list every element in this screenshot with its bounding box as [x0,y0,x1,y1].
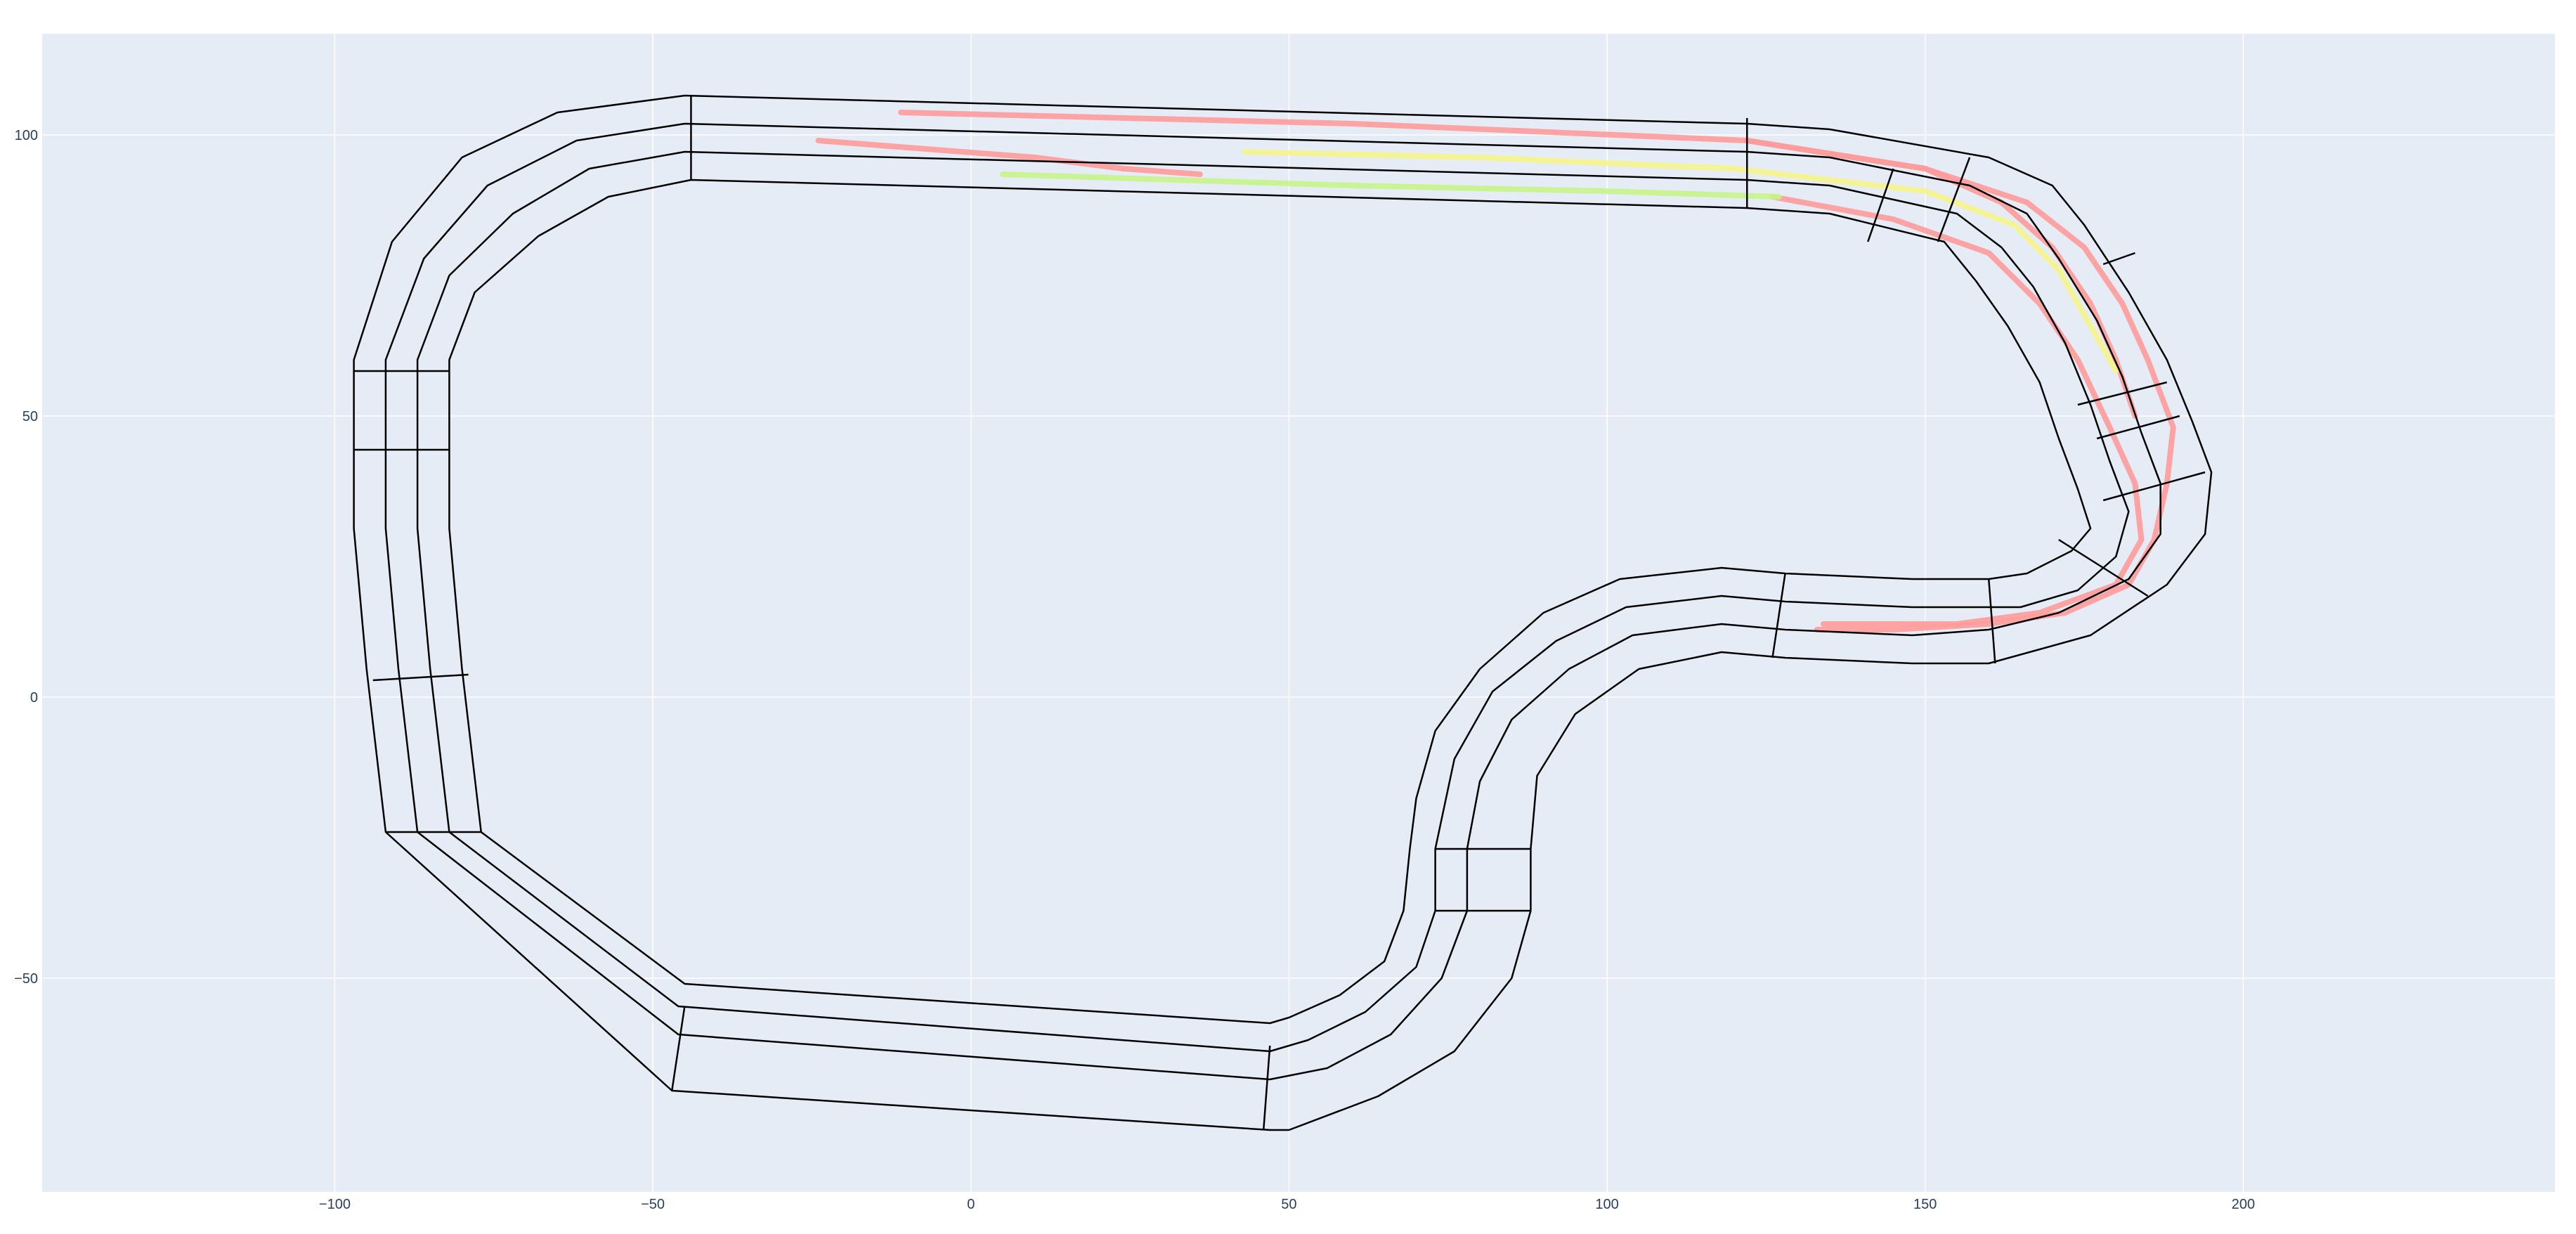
track-lane-line [384,122,2161,1081]
track-cross-section [372,673,469,682]
x-tick-label: 0 [967,1197,975,1212]
x-tick-label: 50 [1281,1197,1296,1212]
y-tick-label: −50 [14,971,38,987]
track-lane-line [353,94,2213,1131]
y-tick-label: 50 [22,409,38,424]
y-tick-label: 0 [30,690,38,706]
track-lane-line [448,178,2092,1025]
track-cross-section [2077,381,2168,406]
x-axis-ticks: −100 −50 0 50 100 150 200 [319,1197,2255,1212]
track-cross-section [2096,415,2180,440]
y-tick-label: 100 [15,128,38,143]
track-cross-section [1937,157,1971,242]
track-cross-section [1867,168,1894,242]
track-cross-section [2102,471,2206,502]
track-cross-section [1262,1045,1271,1131]
track-lane-line [416,150,2130,1053]
track-cross-section [2102,252,2135,266]
y-axis-ticks: −50 0 50 100 [14,128,38,987]
track-cross-section [2058,538,2149,597]
track-cross-section [671,1006,686,1091]
x-tick-label: 100 [1595,1197,1618,1212]
trajectory-line [1769,194,2145,627]
track-boundaries [353,94,2213,1131]
trajectory-line [1744,138,2138,419]
track-cross-sections [353,96,2206,1131]
trajectory-line [1000,171,1782,200]
track-cross-section [1771,573,1786,658]
plot-background [42,34,2555,1192]
x-tick-label: −50 [641,1197,665,1212]
x-tick-label: 150 [1913,1197,1937,1212]
x-tick-label: −100 [319,1197,351,1212]
track-cross-section [1988,578,1996,664]
trajectory-line [1242,149,2119,374]
x-tick-label: 200 [2232,1197,2255,1212]
